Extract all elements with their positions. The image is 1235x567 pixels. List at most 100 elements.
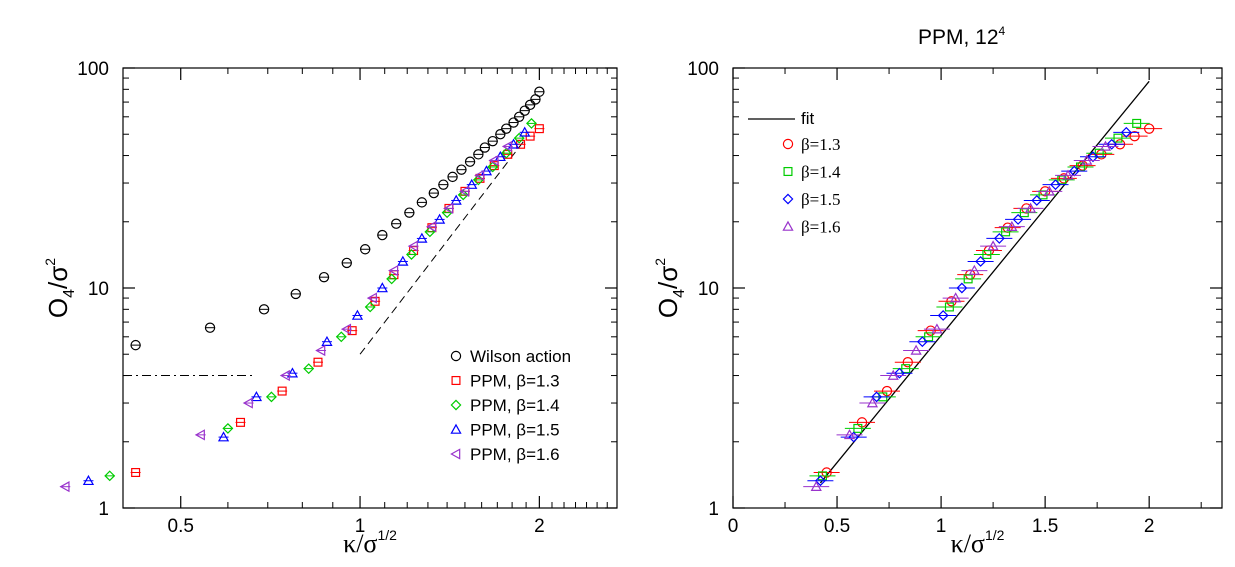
data-point [534, 124, 544, 134]
data-point [1031, 195, 1043, 206]
plot-frame [732, 67, 1223, 509]
data-point [474, 169, 485, 182]
data-point [925, 325, 936, 336]
series-2 [807, 126, 1140, 487]
data-point [1087, 151, 1099, 163]
data-point [1081, 154, 1093, 165]
data-point [473, 149, 484, 160]
x-tick-label: 1.5 [1032, 516, 1058, 537]
data-point [447, 171, 458, 183]
x-axis-label: κ/σ1/2 [343, 527, 397, 558]
data-point [901, 364, 911, 374]
data-point [501, 140, 513, 153]
data-point [526, 117, 537, 129]
data-point [242, 397, 253, 409]
y-axis-label-sub: 4 [671, 289, 688, 298]
data-point [377, 229, 388, 241]
x-tick-label: 2 [1144, 516, 1155, 537]
data-point [950, 292, 962, 303]
data-point [1050, 179, 1061, 191]
data-point [59, 481, 70, 493]
data-point [459, 185, 470, 197]
data-point [902, 356, 913, 368]
y-axis-label-sup: 2 [652, 258, 668, 266]
data-point [457, 189, 469, 201]
data-point [438, 179, 449, 190]
data-point [1132, 118, 1142, 128]
data-point [416, 197, 428, 208]
x-axis-label-main: κ/σ [343, 529, 377, 558]
data-point [956, 282, 968, 294]
data-point [347, 326, 357, 336]
x-tick-label: 1 [355, 516, 366, 537]
y-axis-label-sub: 4 [61, 289, 78, 298]
series-3 [803, 140, 1119, 491]
data-point [487, 161, 499, 173]
x-tick-label: 0.5 [824, 516, 850, 537]
data-point [1024, 202, 1037, 213]
data-point [1062, 169, 1074, 180]
series-0 [130, 86, 545, 351]
data-point [931, 323, 943, 334]
figure-title-sup: 4 [999, 24, 1006, 38]
data-point [391, 218, 402, 229]
data-point [519, 105, 530, 116]
data-point [894, 367, 905, 379]
data-point [1077, 160, 1088, 171]
data-point [534, 86, 545, 97]
data-point [204, 322, 216, 333]
series-2 [104, 117, 537, 482]
y-tick-label: 100 [687, 59, 719, 80]
plot-frame [122, 67, 618, 509]
data-point [303, 363, 315, 375]
data-point [501, 123, 512, 134]
data-point [519, 126, 531, 137]
legend-label: PPM, β=1.6 [470, 445, 560, 464]
data-point [407, 240, 418, 252]
data-point [265, 391, 277, 403]
data-point [376, 282, 388, 293]
legend-marker [450, 399, 462, 411]
y-tick-label: 10 [698, 279, 719, 300]
data-point [513, 111, 525, 123]
data-point [443, 202, 454, 215]
data-point [1058, 173, 1070, 184]
data-point [1106, 138, 1118, 150]
data-point [351, 309, 364, 320]
data-point [236, 417, 246, 427]
data-point [487, 135, 498, 147]
data-point [131, 467, 141, 478]
data-point [853, 423, 863, 433]
data-point [406, 249, 417, 260]
legend-label: fit [801, 109, 815, 128]
y-axis-label: O4/σ2 [42, 258, 78, 318]
data-point [1001, 227, 1011, 237]
legend-marker [451, 375, 461, 386]
data-point [450, 194, 462, 205]
data-point [104, 470, 116, 482]
data-point [318, 271, 330, 283]
data-point [993, 232, 1005, 244]
x-axis-label-main: κ/σ [951, 529, 985, 558]
legend-marker [782, 220, 794, 231]
legend-marker [450, 350, 462, 362]
x-axis-label: κ/σ1/2 [951, 527, 1005, 558]
data-point [386, 273, 398, 285]
legend-marker [450, 423, 462, 434]
data-point [1057, 175, 1067, 185]
legend-label: PPM, β=1.3 [470, 372, 560, 391]
data-point [924, 332, 934, 342]
data-point [1143, 123, 1155, 134]
legend-marker [782, 138, 794, 150]
data-point [456, 164, 467, 175]
series-0 [813, 123, 1163, 478]
y-axis-label-main: O [653, 298, 683, 318]
data-point [370, 296, 380, 306]
figure-title-main: PPM, 12 [918, 26, 999, 49]
data-point [404, 207, 415, 218]
data-point [866, 397, 879, 408]
data-point [217, 431, 230, 442]
fit-line [819, 80, 1150, 484]
